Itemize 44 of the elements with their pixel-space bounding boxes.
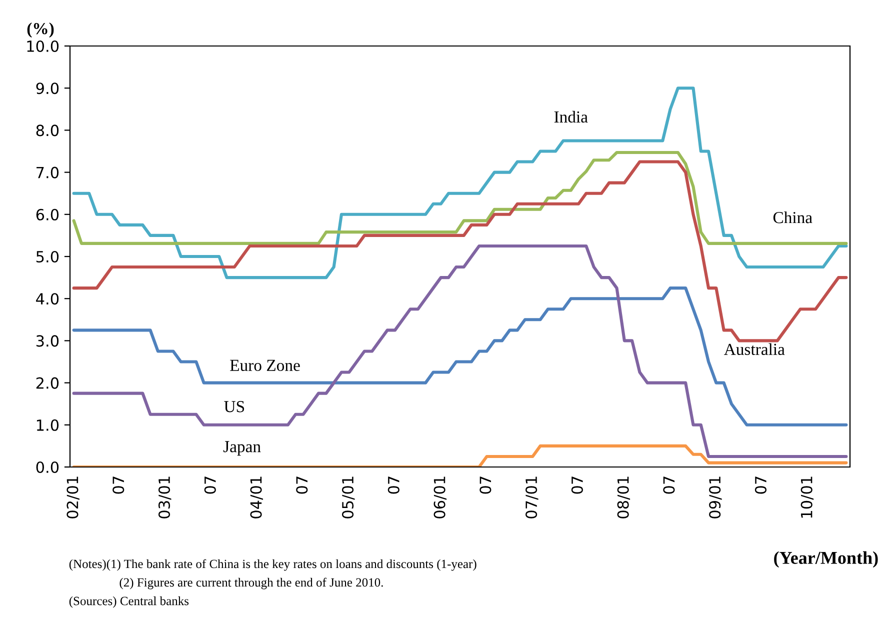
y-tick-label: 6.0 xyxy=(36,208,59,220)
series-label: Australia xyxy=(724,343,785,355)
x-tick-label: 07 xyxy=(296,476,308,494)
series-label: US xyxy=(224,401,244,412)
x-tick-label: 05/01 xyxy=(342,476,355,518)
series-label: Euro Zone xyxy=(230,360,300,371)
text: (Sources) Central banks xyxy=(69,596,189,608)
x-tick-label: 07/01 xyxy=(526,476,538,518)
x-tick-label: 07 xyxy=(663,476,675,494)
x-tick-label: 07 xyxy=(204,476,216,494)
x-tick-label: 07 xyxy=(571,476,583,494)
y-tick-label: 9.0 xyxy=(36,82,59,94)
y-tick-label: 1.0 xyxy=(36,419,59,431)
series-label: China xyxy=(773,211,812,224)
x-axis-title: (Year/Month) xyxy=(774,551,878,568)
y-tick-label: 2.0 xyxy=(36,377,59,389)
text: (2) Figures are current through the end of June 2010. xyxy=(120,578,383,590)
y-tick-label: 7.0 xyxy=(36,166,59,178)
x-tick-label: 04/01 xyxy=(250,476,263,518)
x-tick-label: 07 xyxy=(480,476,492,494)
x-tick-label: 03/01 xyxy=(158,476,172,518)
line-series xyxy=(72,286,848,426)
x-tick-label: 06/01 xyxy=(434,476,447,518)
x-tick-label: 08/01 xyxy=(617,476,630,518)
text: (Notes)(1) The bank rate of China is the key rates on loans and discounts (1-year) xyxy=(69,559,476,571)
x-tick-label: 09/01 xyxy=(709,476,722,518)
y-tick-label: 4.0 xyxy=(36,293,59,305)
line-series xyxy=(72,160,848,342)
y-tick-label: 3.0 xyxy=(36,335,59,347)
line-series xyxy=(72,150,848,245)
y-tick-label: 0.0 xyxy=(36,461,59,474)
line-series xyxy=(72,86,848,280)
x-tick-label: 07 xyxy=(388,476,400,494)
y-axis-title: (%) xyxy=(27,22,54,38)
y-tick-label: 5.0 xyxy=(36,250,59,263)
x-tick-label: 07 xyxy=(112,476,124,494)
y-tick-label: 10.0 xyxy=(27,40,59,52)
x-tick-label: 07 xyxy=(754,476,766,494)
x-tick-label: 10/01 xyxy=(800,476,814,518)
series-label: Japan xyxy=(223,441,261,456)
series-label: India xyxy=(554,110,588,123)
line-series xyxy=(72,244,848,458)
y-tick-label: 8.0 xyxy=(36,124,59,136)
x-tick-label: 02/01 xyxy=(66,476,80,518)
